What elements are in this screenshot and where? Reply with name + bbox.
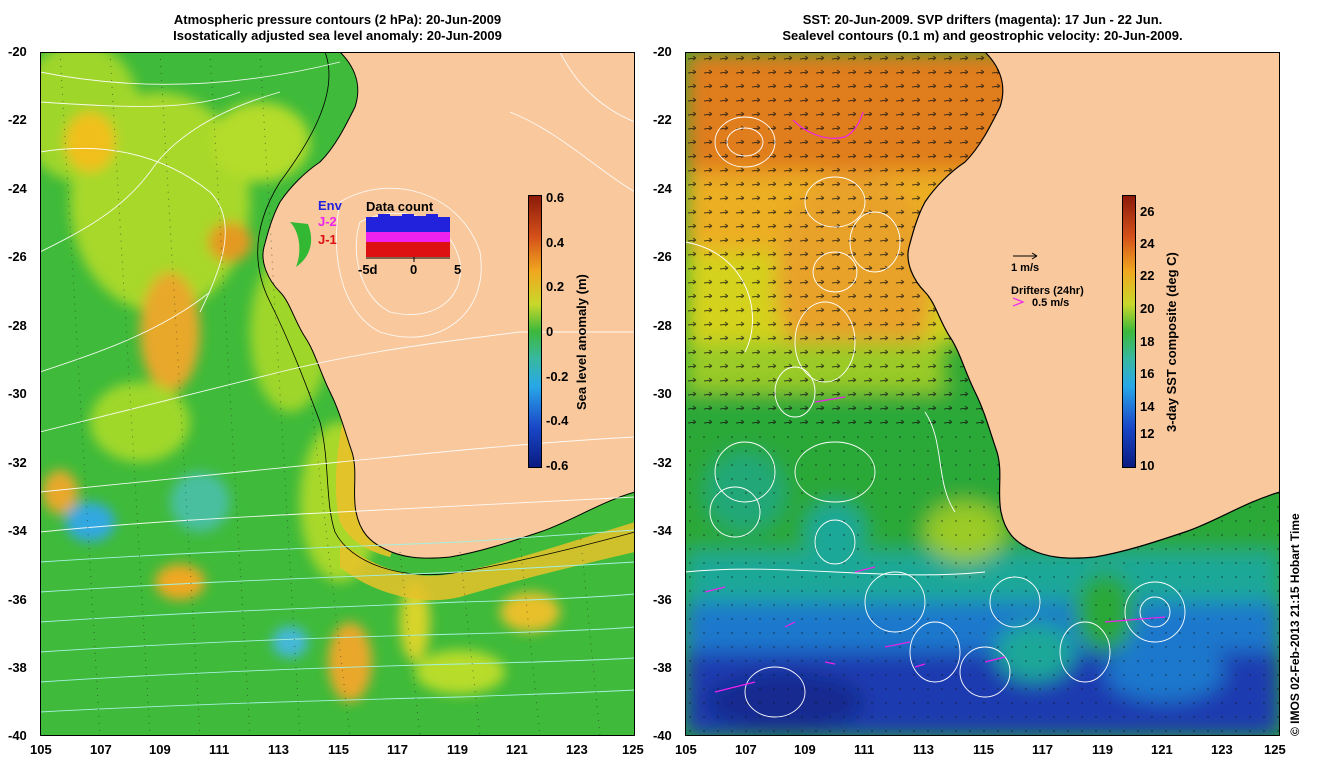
left-xtick: 105	[30, 742, 52, 757]
right-xtick: 105	[675, 742, 697, 757]
right-cbar-tick: 26	[1140, 204, 1155, 219]
right-xtick: 117	[1032, 742, 1053, 757]
left-cbar-tick: -0.6	[546, 458, 569, 473]
right-xtick: 107	[735, 742, 757, 757]
left-xtick: 119	[447, 742, 468, 757]
left-ytick: -28	[8, 318, 27, 333]
right-title-line2: Sealevel contours (0.1 m) and geostrophi…	[782, 28, 1183, 43]
right-title-line1: SST: 20-Jun-2009. SVP drifters (magenta)…	[802, 12, 1163, 27]
right-cbar-tick: 10	[1140, 458, 1155, 473]
left-ytick: -32	[8, 455, 27, 470]
left-ytick: -26	[8, 249, 27, 264]
right-xtick: 119	[1092, 742, 1113, 757]
right-cbar-tick: 24	[1140, 236, 1155, 251]
left-cbar-tick: 0.4	[546, 235, 565, 250]
left-cbar-tick: 0.6	[546, 190, 565, 205]
left-xtick: 109	[149, 742, 171, 757]
right-cbar-tick: 14	[1140, 399, 1155, 414]
right-ytick: -22	[653, 112, 672, 127]
left-ytick: -30	[8, 386, 27, 401]
right-ytick: -40	[653, 728, 672, 743]
inset-xtick: 0	[410, 262, 418, 277]
left-colorbar	[528, 195, 542, 468]
right-xtick: 111	[854, 742, 875, 757]
right-xtick: 113	[913, 742, 934, 757]
drifter-tracks	[704, 111, 1166, 693]
right-title: SST: 20-Jun-2009. SVP drifters (magenta)…	[685, 12, 1280, 44]
right-xtick: 121	[1151, 742, 1173, 757]
left-xtick: 121	[506, 742, 528, 757]
left-xtick: 113	[268, 742, 289, 757]
right-australia-land	[907, 52, 1280, 559]
left-title: Atmospheric pressure contours (2 hPa): 2…	[40, 12, 635, 44]
satellite-tracks	[59, 52, 601, 736]
inset-bar	[366, 242, 450, 257]
left-xtick: 117	[387, 742, 408, 757]
right-map[interactable]	[685, 52, 1280, 736]
right-ytick: -30	[653, 386, 672, 401]
right-colorbar	[1122, 195, 1136, 468]
velocity-scale-label: 1 m/s	[1011, 262, 1040, 274]
right-ytick: -36	[653, 592, 672, 607]
left-xtick: 123	[566, 742, 588, 757]
right-coastline	[907, 52, 1280, 559]
left-xtick: 107	[90, 742, 112, 757]
right-cbar-tick: 12	[1140, 426, 1155, 441]
right-xtick: 123	[1211, 742, 1233, 757]
inset-xtick: 5	[454, 262, 462, 277]
left-ytick: -36	[8, 592, 27, 607]
left-cbar-tick: 0.2	[546, 279, 565, 294]
pressure-contours-south	[40, 529, 635, 713]
right-ytick: -32	[653, 455, 672, 470]
left-cbar-tick: 0	[546, 324, 554, 339]
left-map[interactable]	[40, 52, 635, 736]
right-cbar-tick: 16	[1140, 366, 1155, 381]
left-cbar-label: Sea level anomaly (m)	[574, 274, 589, 410]
data-count-inset	[366, 214, 450, 262]
right-ytick: -28	[653, 318, 672, 333]
drifters-label: Drifters (24hr)	[1011, 285, 1084, 297]
left-ytick: -24	[8, 181, 27, 196]
inset-legend-j1: J-1	[318, 232, 337, 247]
right-cbar-tick: 20	[1140, 301, 1155, 316]
inset-title: Data count	[366, 199, 434, 214]
right-cbar-tick: 22	[1140, 268, 1155, 283]
right-xtick: 109	[794, 742, 816, 757]
left-shelf-edge	[257, 52, 635, 575]
sealevel-contours	[685, 116, 1186, 718]
left-ytick: -20	[8, 44, 27, 59]
left-ytick: -38	[8, 660, 27, 675]
left-xtick: 111	[209, 742, 230, 757]
left-cbar-tick: -0.4	[546, 413, 569, 428]
drifters-scale-label: 0.5 m/s	[1032, 297, 1070, 309]
left-south-coast-band	[340, 522, 635, 601]
right-ytick: -24	[653, 181, 672, 196]
inset-legend-j2: J-2	[318, 214, 337, 229]
left-ytick: -40	[8, 728, 27, 743]
left-coastline	[262, 52, 635, 559]
right-ytick: -26	[653, 249, 672, 264]
velocity-scale-arrow	[1013, 252, 1038, 260]
left-shark-bay	[290, 222, 312, 267]
right-ytick: -34	[653, 523, 672, 538]
right-xtick: 125	[1264, 742, 1286, 757]
inset-xtick: -5d	[358, 262, 378, 277]
right-ytick: -38	[653, 660, 672, 675]
pressure-contours	[40, 52, 635, 533]
left-ytick: -22	[8, 112, 27, 127]
left-xtick: 115	[328, 742, 349, 757]
left-title-line1: Atmospheric pressure contours (2 hPa): 2…	[173, 12, 502, 27]
inset-legend-env: Env	[318, 198, 342, 213]
left-xtick: 125	[622, 742, 644, 757]
right-cbar-label: 3-day SST composite (deg C)	[1164, 252, 1179, 432]
credit-text: © IMOS 02-Feb-2013 21:15 Hobart Time	[1288, 513, 1302, 736]
left-cbar-tick: -0.2	[546, 369, 569, 384]
drifter-scale-arrow	[1012, 297, 1025, 307]
right-ytick: -20	[653, 44, 672, 59]
right-xtick: 115	[973, 742, 994, 757]
right-cbar-tick: 18	[1140, 334, 1155, 349]
left-title-line2: Isostatically adjusted sea level anomaly…	[173, 28, 502, 43]
left-ytick: -34	[8, 523, 27, 538]
